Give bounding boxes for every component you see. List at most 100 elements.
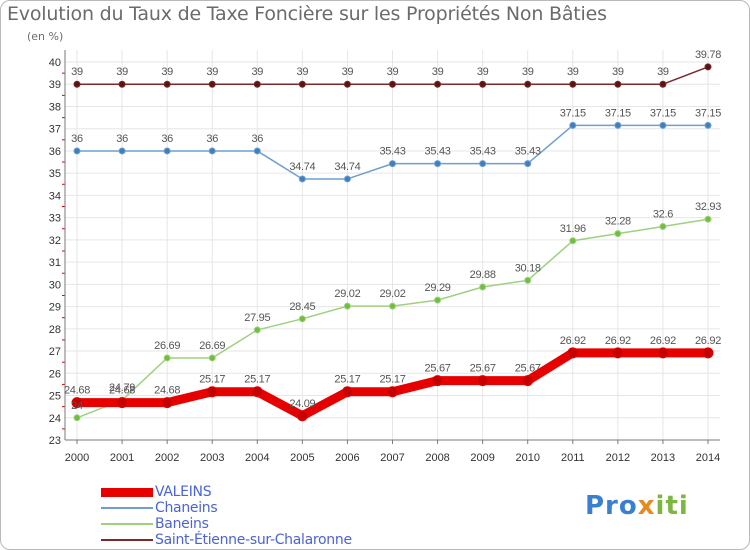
data-label-saint-etienne-sur-chalaronne: 39 [657,66,669,78]
data-label-valeins: 25.17 [334,374,360,386]
y-tick-label: 37 [49,124,61,136]
x-tick-label: 2007 [380,452,404,464]
x-tick-label: 2005 [290,452,314,464]
data-label-saint-etienne-sur-chalaronne: 39 [71,66,83,78]
data-label-chaneins: 36 [161,133,173,145]
data-label-baneins: 32.6 [653,209,673,221]
data-label-baneins: 32.93 [695,201,721,213]
data-point-chaneins [73,147,81,155]
y-tick-label: 38 [49,101,61,113]
data-point-baneins [389,302,396,310]
data-label-saint-etienne-sur-chalaronne: 39 [522,66,534,78]
legend-swatch-saint-etienne [101,539,153,541]
data-label-saint-etienne-sur-chalaronne: 39 [342,66,354,78]
data-label-valeins: 26.92 [695,335,721,347]
data-label-baneins: 27.95 [244,312,270,324]
data-label-chaneins: 37.15 [605,107,631,119]
y-tick-label: 40 [49,57,61,69]
data-point-saint-etienne-sur-chalaronne [298,80,306,88]
data-point-saint-etienne-sur-chalaronne [163,80,171,88]
data-point-saint-etienne-sur-chalaronne [118,80,126,88]
data-point-chaneins [434,160,442,168]
x-tick-label: 2001 [110,452,134,464]
y-tick-label: 28 [49,324,61,336]
data-point-baneins [569,237,577,245]
data-label-baneins: 32.28 [605,216,631,228]
x-tick-label: 2009 [470,452,494,464]
x-tick-label: 2010 [515,452,539,464]
data-label-baneins: 24 [71,400,83,412]
data-point-saint-etienne-sur-chalaronne [253,80,261,88]
data-label-baneins: 29.88 [470,269,496,281]
data-label-valeins: 26.92 [560,335,586,347]
data-label-baneins: 26.69 [199,340,225,352]
data-label-chaneins: 35.43 [515,146,541,158]
data-point-valeins [612,347,624,359]
data-point-saint-etienne-sur-chalaronne [389,80,396,88]
data-point-valeins [341,386,353,398]
data-label-saint-etienne-sur-chalaronne: 39.78 [695,49,721,61]
y-tick-label: 29 [49,302,61,314]
y-tick-label: 30 [49,279,61,291]
x-tick-label: 2008 [425,452,449,464]
x-tick-label: 2004 [245,452,269,464]
data-label-valeins: 24.68 [154,385,180,397]
data-point-chaneins [163,147,171,155]
y-tick-label: 23 [49,435,61,447]
x-tick-label: 2012 [606,452,630,464]
data-point-valeins [251,386,263,398]
data-point-valeins [296,410,308,422]
legend-label-baneins: Baneins [155,516,209,532]
data-point-valeins [206,386,218,398]
data-point-baneins [614,230,622,238]
data-point-chaneins [569,121,577,129]
data-point-saint-etienne-sur-chalaronne [479,80,487,88]
data-point-chaneins [614,121,622,129]
data-point-chaneins [479,160,487,168]
data-point-saint-etienne-sur-chalaronne [343,80,351,88]
data-label-saint-etienne-sur-chalaronne: 39 [116,66,128,78]
data-point-saint-etienne-sur-chalaronne [704,63,712,71]
data-point-saint-etienne-sur-chalaronne [208,80,216,88]
data-label-baneins: 28.45 [289,301,315,313]
data-point-saint-etienne-sur-chalaronne [569,80,577,88]
data-label-chaneins: 37.15 [560,107,586,119]
data-label-valeins: 24.09 [289,398,315,410]
x-tick-label: 2014 [696,452,720,464]
data-label-saint-etienne-sur-chalaronne: 39 [387,66,399,78]
data-point-valeins [702,347,714,359]
data-point-valeins [116,397,128,409]
data-label-chaneins: 37.15 [650,107,676,119]
data-label-baneins: 29.29 [425,282,451,294]
data-label-chaneins: 34.74 [334,161,360,173]
data-label-saint-etienne-sur-chalaronne: 39 [297,66,309,78]
x-tick-label: 2006 [335,452,359,464]
data-point-valeins [522,375,534,387]
data-label-saint-etienne-sur-chalaronne: 39 [612,66,624,78]
y-tick-label: 26 [49,368,61,380]
legend-swatch-valeins [101,488,153,497]
data-label-baneins: 26.69 [154,340,180,352]
x-tick-label: 2003 [200,452,224,464]
data-label-valeins: 25.67 [470,363,496,375]
y-tick-label: 33 [49,213,61,225]
x-tick-label: 2002 [155,452,179,464]
data-label-baneins: 29.02 [334,288,360,300]
data-point-chaneins [524,160,532,168]
data-point-saint-etienne-sur-chalaronne [434,80,442,88]
data-point-baneins [73,414,81,422]
data-label-chaneins: 36 [251,133,263,145]
data-label-chaneins: 36 [71,133,83,145]
data-point-valeins [657,347,669,359]
data-point-valeins [387,386,398,398]
data-point-baneins [208,354,216,362]
data-point-saint-etienne-sur-chalaronne [659,80,667,88]
legend-swatch-chaneins [101,507,153,509]
data-point-saint-etienne-sur-chalaronne [73,80,81,88]
y-tick-label: 24 [49,413,61,425]
data-label-valeins: 25.17 [244,374,270,386]
legend-label-chaneins: Chaneins [155,500,218,516]
data-point-baneins [434,296,442,304]
data-point-chaneins [389,160,396,168]
